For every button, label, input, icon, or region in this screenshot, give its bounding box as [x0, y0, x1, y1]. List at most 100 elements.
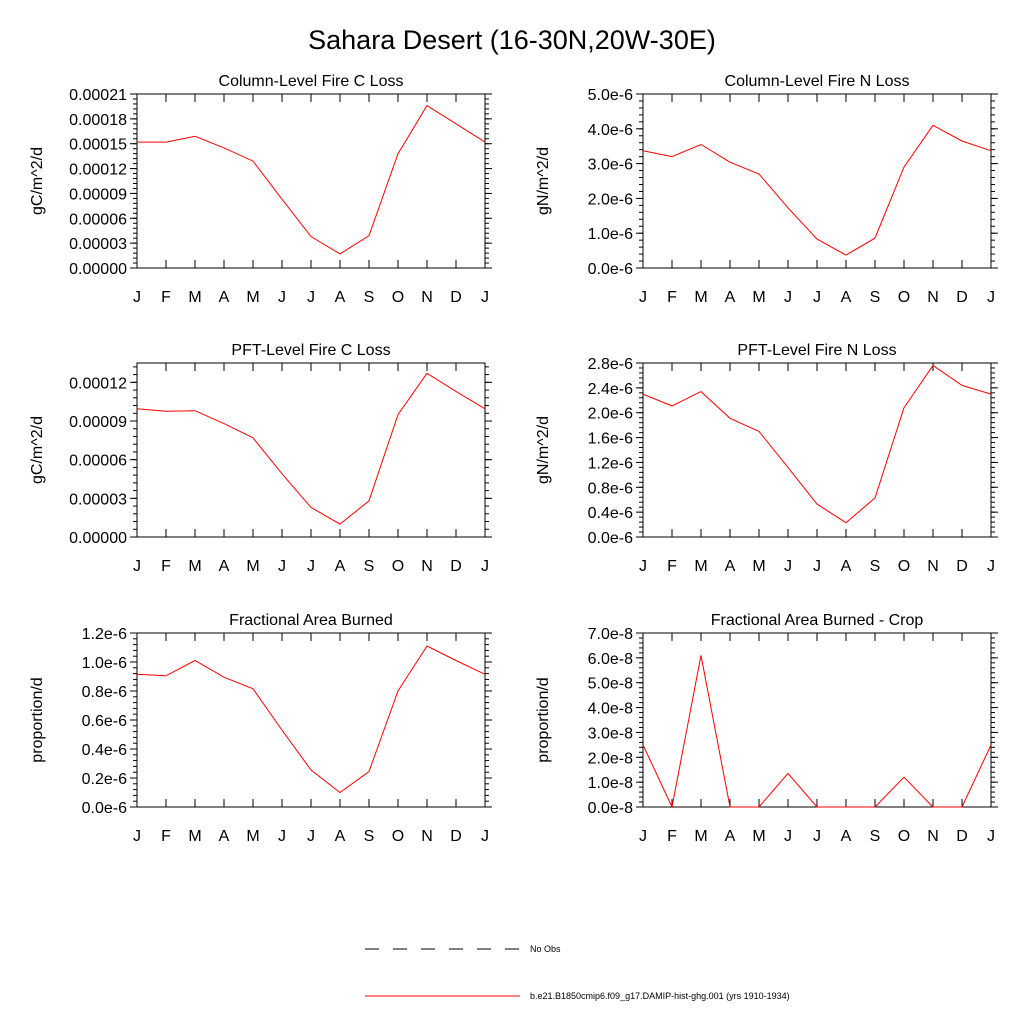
x-tick-label: A [841, 289, 852, 306]
panel-title: Fractional Area Burned - Crop [711, 612, 924, 629]
y-tick-label: 0.0e-6 [588, 530, 633, 547]
x-tick-label: J [481, 558, 489, 575]
y-tick-label: 0.4e-6 [588, 505, 633, 522]
x-tick-label: J [813, 289, 821, 306]
chart-panel-6: Fractional Area Burned - Crop proportion/… [535, 612, 998, 845]
y-tick-label: 0.00018 [69, 112, 127, 129]
x-tick-label: A [725, 558, 736, 575]
x-tick-label: J [813, 558, 821, 575]
x-tick-label: J [987, 558, 995, 575]
y-axis-label: gC/m^2/d [29, 416, 46, 484]
x-tick-label: D [450, 289, 462, 306]
x-tick-label: A [725, 828, 736, 845]
y-tick-label: 0.6e-6 [82, 713, 127, 730]
y-tick-label: 0.00000 [69, 261, 127, 278]
series-line [136, 645, 486, 794]
x-tick-label: J [278, 828, 286, 845]
x-tick-label: J [987, 289, 995, 306]
y-axis-label: proportion/d [29, 677, 46, 762]
x-tick-label: D [956, 289, 968, 306]
x-tick-label: S [364, 558, 375, 575]
y-tick-label: 2.8e-6 [588, 356, 633, 373]
x-tick-label: M [694, 828, 707, 845]
y-tick-label: 5.0e-8 [588, 676, 633, 693]
x-tick-label: M [246, 558, 259, 575]
plot-frame [642, 93, 992, 269]
x-tick-label: J [784, 828, 792, 845]
panel-title: PFT-Level Fire C Loss [231, 342, 390, 359]
panel-title: Fractional Area Burned [229, 612, 393, 629]
x-tick-label: S [870, 289, 881, 306]
y-axis-label: gN/m^2/d [535, 416, 552, 484]
x-tick-label: S [364, 828, 375, 845]
series-line [642, 124, 992, 256]
x-tick-label: M [752, 558, 765, 575]
legend-label-no-obs: No Obs [530, 944, 561, 954]
plot-frame [642, 632, 992, 808]
x-tick-label: J [481, 289, 489, 306]
x-tick-label: J [987, 828, 995, 845]
x-tick-label: M [188, 289, 201, 306]
x-tick-label: J [784, 289, 792, 306]
x-tick-label: N [421, 558, 433, 575]
x-tick-label: N [421, 289, 433, 306]
x-tick-label: M [694, 558, 707, 575]
x-tick-label: F [161, 828, 171, 845]
y-tick-label: 0.00021 [69, 87, 127, 104]
x-tick-label: J [307, 828, 315, 845]
x-tick-label: M [694, 289, 707, 306]
panel-title: Column-Level Fire C Loss [219, 73, 404, 90]
y-tick-label: 0.2e-6 [82, 771, 127, 788]
x-tick-label: A [841, 828, 852, 845]
y-tick-label: 0.00009 [69, 186, 127, 203]
x-tick-label: A [219, 828, 230, 845]
x-tick-label: J [639, 828, 647, 845]
x-tick-label: M [188, 558, 201, 575]
x-tick-label: O [898, 289, 910, 306]
x-tick-label: S [870, 828, 881, 845]
y-tick-label: 5.0e-6 [588, 87, 633, 104]
x-tick-label: A [335, 558, 346, 575]
x-tick-label: A [335, 289, 346, 306]
x-tick-label: M [188, 828, 201, 845]
x-tick-label: N [927, 558, 939, 575]
series-line [136, 372, 486, 525]
x-tick-label: O [392, 558, 404, 575]
legend-label-model: b.e21.B1850cmip6.f09_g17.DAMIP-hist-ghg.… [530, 991, 790, 1001]
y-tick-label: 6.0e-8 [588, 651, 633, 668]
y-tick-label: 2.0e-6 [588, 406, 633, 423]
x-tick-label: N [421, 828, 433, 845]
y-tick-label: 7.0e-8 [588, 626, 633, 643]
x-tick-label: J [278, 289, 286, 306]
x-tick-label: N [927, 289, 939, 306]
x-tick-label: S [364, 289, 375, 306]
figure-title: Sahara Desert (16-30N,20W-30E) [308, 25, 716, 55]
x-tick-label: M [752, 828, 765, 845]
y-axis-label: proportion/d [535, 677, 552, 762]
legend: No Obs b.e21.B1850cmip6.f09_g17.DAMIP-hi… [365, 944, 790, 1001]
x-tick-label: F [667, 289, 677, 306]
x-tick-label: A [841, 558, 852, 575]
x-tick-label: O [392, 289, 404, 306]
plot-frame [136, 362, 486, 538]
x-tick-label: J [481, 828, 489, 845]
x-tick-label: A [219, 558, 230, 575]
y-tick-label: 0.00009 [69, 414, 127, 431]
x-tick-label: D [450, 828, 462, 845]
y-tick-label: 1.0e-8 [588, 775, 633, 792]
x-tick-label: A [219, 289, 230, 306]
y-tick-label: 0.8e-6 [588, 480, 633, 497]
x-tick-label: F [161, 558, 171, 575]
y-tick-label: 4.0e-8 [588, 701, 633, 718]
y-tick-label: 0.00015 [69, 137, 127, 154]
x-tick-label: D [956, 558, 968, 575]
panel-title: Column-Level Fire N Loss [725, 73, 910, 90]
plot-frame [136, 93, 486, 269]
y-tick-label: 0.8e-6 [82, 684, 127, 701]
x-tick-label: O [898, 558, 910, 575]
x-tick-label: A [335, 828, 346, 845]
x-tick-label: F [667, 828, 677, 845]
